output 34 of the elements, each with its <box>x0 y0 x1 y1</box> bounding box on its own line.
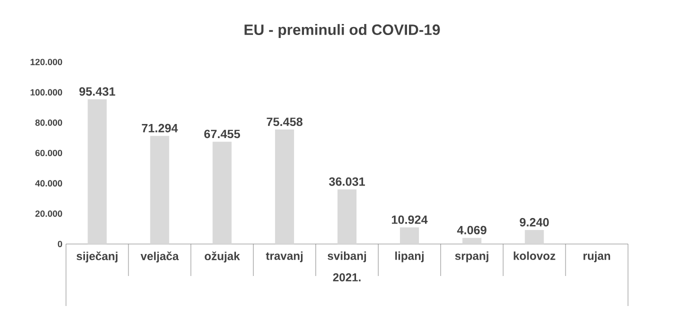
x-tick-label: siječanj <box>76 252 118 262</box>
data-label: 4.069 <box>457 226 486 234</box>
y-tick-label: 120.000 <box>30 58 62 66</box>
x-tick-label: rujan <box>584 252 610 262</box>
data-label: 10.924 <box>392 215 428 224</box>
data-label: 9.240 <box>520 218 549 226</box>
y-tick-label: 100.000 <box>30 89 62 96</box>
bar <box>462 238 482 244</box>
bar <box>88 99 107 244</box>
x-axis-title: 2021. <box>333 273 361 282</box>
y-tick-label: 0 <box>58 240 62 248</box>
chart-title: EU - preminuli od COVID-19 <box>244 24 440 38</box>
data-label: 95.431 <box>79 87 116 96</box>
y-tick-label: 80.000 <box>35 119 62 126</box>
bar <box>338 189 357 244</box>
data-label: 36.031 <box>329 177 365 186</box>
x-tick-label: lipanj <box>395 252 424 262</box>
data-label: 71.294 <box>142 124 178 132</box>
data-label: 75.458 <box>266 118 302 126</box>
data-label: 67.455 <box>204 130 240 138</box>
y-tick-label: 20.000 <box>35 210 62 217</box>
x-tick-label: travanj <box>266 252 303 262</box>
x-tick-label: veljača <box>140 252 179 262</box>
bar <box>524 230 544 244</box>
x-tick-label: srpanj <box>455 252 488 262</box>
x-tick-label: kolovoz <box>514 252 556 260</box>
bar <box>400 227 419 244</box>
bar <box>150 136 170 244</box>
x-tick-label: ožujak <box>204 252 240 262</box>
bar <box>212 142 232 244</box>
y-tick-label: 40.000 <box>35 180 62 187</box>
y-tick-label: 60.000 <box>35 150 62 156</box>
x-tick-label: svibanj <box>328 252 366 262</box>
bar <box>275 130 294 244</box>
